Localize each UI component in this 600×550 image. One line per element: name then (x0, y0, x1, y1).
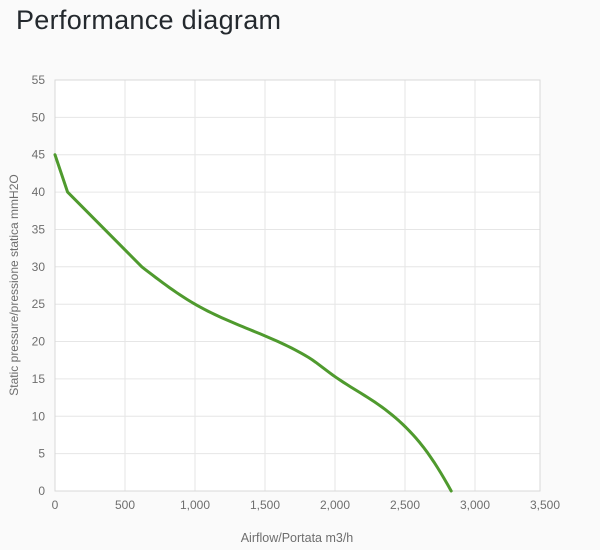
svg-text:55: 55 (32, 73, 46, 87)
svg-text:50: 50 (32, 110, 46, 124)
svg-text:45: 45 (32, 148, 46, 162)
svg-text:10: 10 (32, 409, 46, 423)
svg-text:5: 5 (38, 447, 45, 461)
svg-text:500: 500 (115, 498, 135, 512)
svg-text:0: 0 (38, 484, 45, 498)
svg-text:25: 25 (32, 297, 46, 311)
svg-text:0: 0 (52, 498, 59, 512)
svg-text:Airflow/Portata m3/h: Airflow/Portata m3/h (241, 531, 354, 545)
svg-text:1,500: 1,500 (250, 498, 280, 512)
svg-text:3,500: 3,500 (530, 498, 560, 512)
svg-text:20: 20 (32, 335, 46, 349)
svg-text:Static pressure/pressione stat: Static pressure/pressione statica mmH2O (7, 174, 21, 395)
svg-text:2,000: 2,000 (320, 498, 350, 512)
svg-text:1,000: 1,000 (180, 498, 210, 512)
svg-text:3,000: 3,000 (460, 498, 490, 512)
svg-text:35: 35 (32, 223, 46, 237)
svg-text:15: 15 (32, 372, 46, 386)
svg-text:2,500: 2,500 (390, 498, 420, 512)
svg-text:40: 40 (32, 185, 46, 199)
svg-text:30: 30 (32, 260, 46, 274)
